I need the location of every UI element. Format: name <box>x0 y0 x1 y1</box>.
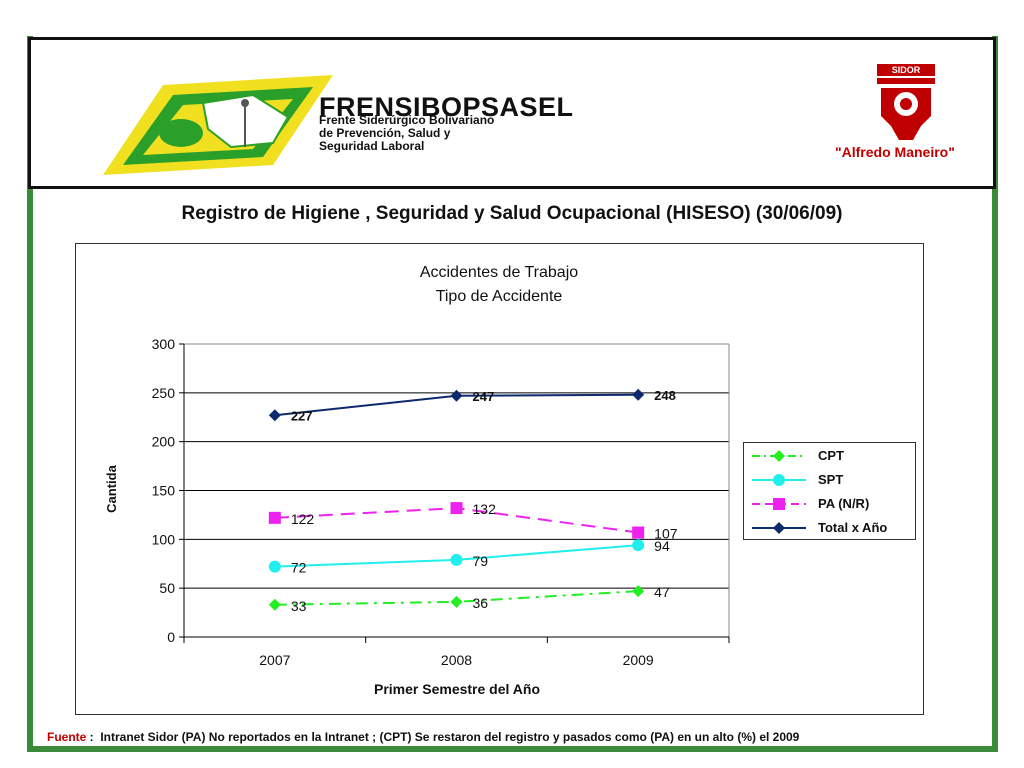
frensibopsasel-logo <box>103 75 333 175</box>
legend-item-cpt: CPT <box>744 446 915 466</box>
data-label: 132 <box>473 501 497 517</box>
data-point <box>632 539 645 552</box>
sidor-logo-text: SIDOR <box>892 65 921 75</box>
y-tick-label: 50 <box>159 580 175 596</box>
legend-marker <box>773 474 785 486</box>
chart-title-line-2: Tipo de Accidente <box>436 288 563 305</box>
y-axis-label: Cantida <box>104 464 119 512</box>
data-point <box>450 595 463 608</box>
data-label: 79 <box>473 553 489 569</box>
chart-legend: CPT SPT PA (N/R) Total x Año <box>743 442 916 540</box>
legend-item-spt: SPT <box>744 470 915 490</box>
line-chart: Accidentes de Trabajo Tipo de Accidente … <box>104 264 730 697</box>
org-subtitle-line-1: Frente Siderúrgico Bolivariano <box>319 113 495 127</box>
data-label: 94 <box>654 538 670 554</box>
right-frame-bar <box>992 36 998 752</box>
data-point <box>632 526 645 539</box>
legend-marker <box>773 450 785 462</box>
y-tick-label: 150 <box>152 483 176 499</box>
chart-container: Accidentes de Trabajo Tipo de Accidente … <box>75 243 924 715</box>
source-note: Fuente : Intranet Sidor (PA) No reportad… <box>47 730 800 744</box>
y-tick-label: 100 <box>152 531 176 547</box>
y-tick-label: 250 <box>152 385 176 401</box>
y-tick-label: 0 <box>167 629 175 645</box>
data-point <box>268 511 281 524</box>
x-tick-label: 2008 <box>441 652 472 668</box>
y-tick-label: 200 <box>152 434 176 450</box>
legend-marker <box>773 522 785 534</box>
data-label: 33 <box>291 598 307 614</box>
org-subtitle-line-3: Seguridad Laboral <box>319 139 425 153</box>
data-point <box>632 388 645 401</box>
chart-title-line-1: Accidentes de Trabajo <box>420 264 578 281</box>
data-point <box>450 389 463 402</box>
bottom-frame-bar <box>27 746 998 752</box>
data-label: 247 <box>473 389 495 404</box>
legend-label-pa: PA (N/R) <box>818 496 870 511</box>
data-label: 248 <box>654 388 676 403</box>
data-label: 47 <box>654 584 670 600</box>
data-point <box>268 598 281 611</box>
data-label: 36 <box>473 595 489 611</box>
data-label: 122 <box>291 511 315 527</box>
legend-marker <box>773 498 785 510</box>
data-point <box>268 409 281 422</box>
data-label: 227 <box>291 408 313 423</box>
legend-item-pa: PA (N/R) <box>744 494 915 514</box>
legend-label-spt: SPT <box>818 472 844 487</box>
header-banner: FRENSIBOPSASEL Frente Siderúrgico Boliva… <box>28 37 996 189</box>
data-point <box>450 553 463 566</box>
slide-title: Registro de Higiene , Seguridad y Salud … <box>181 203 843 224</box>
data-label: 72 <box>291 560 307 576</box>
source-text: Intranet Sidor (PA) No reportados en la … <box>100 730 800 744</box>
sidor-caption: "Alfredo Maneiro" <box>835 144 955 160</box>
source-label: Fuente <box>47 730 87 744</box>
data-label: 107 <box>654 525 678 541</box>
data-point <box>450 502 463 515</box>
legend-label-total: Total x Año <box>818 520 888 535</box>
y-tick-label: 300 <box>152 336 176 352</box>
legend-item-total: Total x Año <box>744 518 915 538</box>
x-axis-label: Primer Semestre del Año <box>374 681 540 697</box>
legend-label-cpt: CPT <box>818 448 844 463</box>
data-point <box>268 560 281 573</box>
x-tick-label: 2009 <box>623 652 654 668</box>
left-frame-bar <box>27 36 33 752</box>
sidor-logo: SIDOR <box>877 64 935 140</box>
x-tick-label: 2007 <box>259 652 290 668</box>
org-name: FRENSIBOPSASEL <box>319 92 574 122</box>
data-point <box>632 585 645 598</box>
org-subtitle-line-2: de Prevención, Salud y <box>319 126 451 140</box>
